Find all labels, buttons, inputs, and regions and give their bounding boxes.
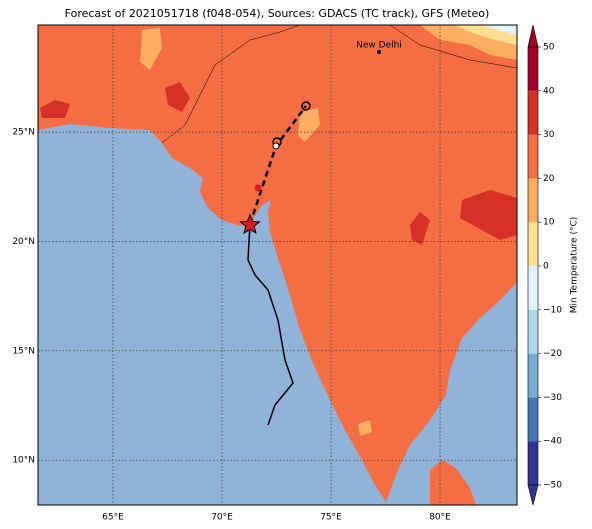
current-position — [239, 213, 261, 235]
title: Forecast of 2021051718 (f048-054), Sourc… — [65, 7, 490, 20]
land — [38, 25, 517, 502]
lat-tick-label: 25°N — [12, 128, 35, 138]
colorbar-band — [528, 353, 538, 398]
colorbar-extend-top — [527, 24, 539, 48]
lat-tick-label: 20°N — [12, 237, 35, 247]
colorbar-band — [528, 266, 538, 310]
colorbar-label: Min Temperature (°C) — [570, 217, 580, 314]
past-track — [247, 223, 294, 426]
colorbar-band — [528, 309, 538, 354]
cool-patch — [480, 25, 517, 35]
border — [389, 25, 517, 69]
track-point — [301, 101, 311, 111]
colorbar-tick-label: 30 — [543, 130, 555, 140]
colorbar-extend-bottom — [527, 484, 539, 506]
colorbar-band — [528, 178, 538, 223]
colorbar-tick-label: −40 — [543, 437, 562, 447]
colorbar: −50 −40 −30 −20 −10 0 10 20 30 40 50 — [527, 24, 562, 506]
colorbar-band — [528, 90, 538, 135]
lat-tick-label: 10°N — [12, 456, 35, 466]
warm-patch — [298, 108, 320, 142]
colorbar-band — [528, 441, 538, 485]
colorbar-tick-label: −10 — [543, 305, 562, 315]
cyclone-track — [239, 101, 311, 426]
cyclone-symbol — [254, 184, 262, 192]
track-point — [272, 142, 280, 150]
colorbar-tick-label: −20 — [543, 349, 562, 359]
colorbar-band — [528, 47, 538, 91]
colorbar-band — [528, 397, 538, 442]
lon-tick-label: 65°E — [102, 513, 124, 523]
hot-patch — [460, 190, 517, 240]
colorbar-tick-label: −50 — [543, 481, 562, 491]
colorbar-band — [528, 222, 538, 266]
city-label: New Delhi — [356, 41, 402, 51]
lon-tick-label: 75°E — [320, 513, 342, 523]
lon-tick-label: 80°E — [429, 513, 451, 523]
warm-patch — [140, 28, 162, 70]
colorbar-tick-label: 40 — [543, 86, 555, 96]
border — [161, 25, 301, 144]
colorbar-tick-label: 20 — [543, 174, 555, 184]
hot-patch — [410, 212, 430, 245]
warm-patch — [358, 420, 372, 436]
lon-tick-label: 70°E — [211, 513, 233, 523]
city-marker — [377, 50, 381, 54]
colorbar-band — [528, 134, 538, 179]
colorbar-tick-label: 50 — [543, 43, 555, 53]
colorbar-tick-label: 10 — [543, 218, 555, 228]
hot-patch — [165, 82, 190, 112]
colorbar-tick-label: −30 — [543, 393, 562, 403]
land — [430, 460, 476, 505]
colorbar-tick-label: 0 — [543, 262, 549, 272]
map-frame — [37, 24, 518, 506]
hot-patch — [40, 100, 70, 118]
lat-tick-label: 15°N — [12, 346, 35, 356]
map — [38, 25, 517, 505]
graticule — [38, 25, 517, 505]
